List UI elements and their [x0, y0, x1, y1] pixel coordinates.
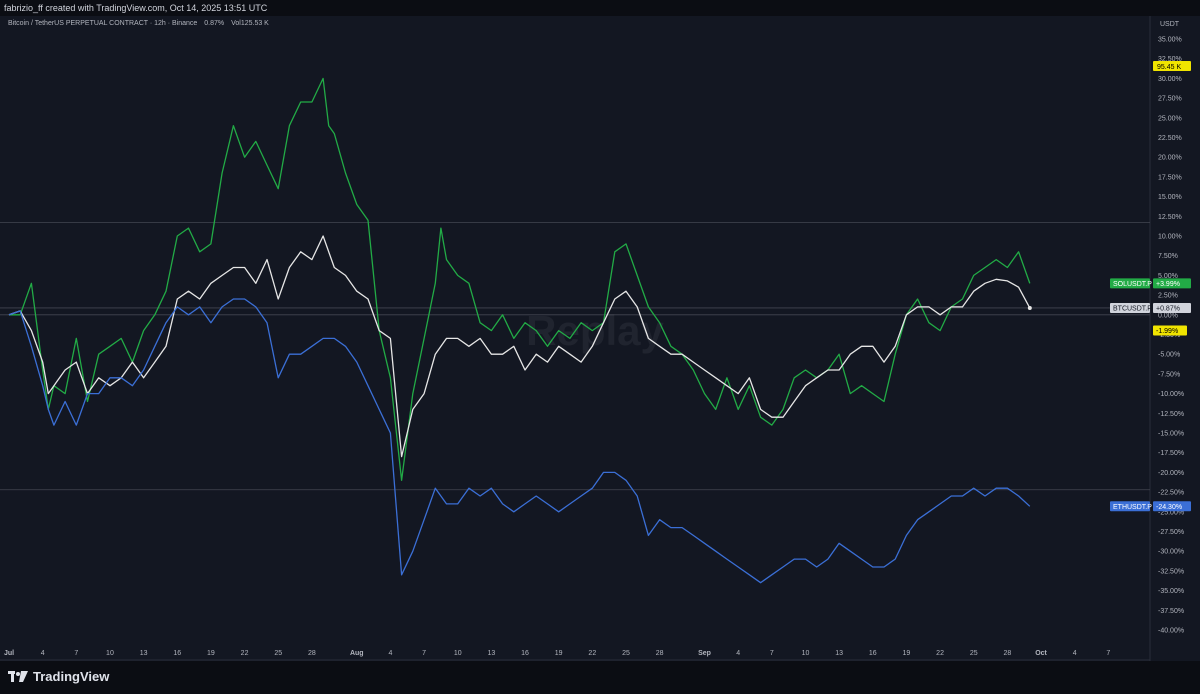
x-tick-label: 4 — [736, 650, 740, 657]
y-tick-label: 12.50% — [1158, 214, 1182, 221]
y-tick-label: -20.00% — [1158, 470, 1184, 477]
x-tick-label: 4 — [1073, 650, 1077, 657]
replay-watermark: Replay — [526, 307, 664, 354]
x-tick-label: 4 — [388, 650, 392, 657]
currency-label: USDT — [1160, 21, 1180, 28]
y-tick-label: -37.50% — [1158, 608, 1184, 615]
y-tick-label: -25.00% — [1158, 509, 1184, 516]
series-value-tag — [1153, 302, 1191, 313]
series-value-label: -24.30% — [1156, 504, 1182, 511]
series-name-label: SOLUSDT.P — [1113, 281, 1152, 288]
series-name-label: BTCUSDT.P — [1113, 305, 1152, 312]
y-tick-label: -5.00% — [1158, 352, 1180, 359]
x-tick-label: 4 — [41, 650, 45, 657]
y-tick-label: -30.00% — [1158, 549, 1184, 556]
series-name-tag — [1110, 501, 1150, 512]
x-tick-label: 19 — [903, 650, 911, 657]
x-tick-label: 7 — [74, 650, 78, 657]
y-tick-label: -17.50% — [1158, 450, 1184, 457]
symbol-name: Bitcoin / TetherUS PERPETUAL CONTRACT · … — [8, 20, 198, 27]
y-tick-label: 17.50% — [1158, 174, 1182, 181]
series-value-label: +0.87% — [1156, 305, 1180, 312]
series-value-label: +3.99% — [1156, 281, 1180, 288]
extra-value-label: -1.99% — [1156, 328, 1178, 335]
x-tick-label: 16 — [869, 650, 877, 657]
x-tick-label: 22 — [241, 650, 249, 657]
btc-last-point — [1027, 305, 1032, 310]
y-tick-label: 10.00% — [1158, 234, 1182, 241]
top-bar — [0, 0, 1200, 16]
y-tick-label: 15.00% — [1158, 194, 1182, 201]
extra-value-tag — [1153, 325, 1187, 336]
chart-caption: fabrizio_ff created with TradingView.com… — [4, 3, 268, 13]
x-tick-label: 13 — [835, 650, 843, 657]
y-tick-label: 30.00% — [1158, 76, 1182, 83]
y-tick-label: 5.00% — [1158, 273, 1178, 280]
y-tick-label: -32.50% — [1158, 568, 1184, 575]
y-tick-label: 22.50% — [1158, 135, 1182, 142]
y-tick-label: 7.50% — [1158, 253, 1178, 260]
x-tick-label: Oct — [1035, 650, 1047, 657]
y-tick-label: 32.50% — [1158, 56, 1182, 63]
x-tick-label: 13 — [487, 650, 495, 657]
footer-bar — [0, 661, 1200, 694]
tradingview-logo[interactable]: TradingView — [8, 669, 109, 684]
x-tick-label: Aug — [350, 650, 364, 657]
x-tick-label: 28 — [308, 650, 316, 657]
x-tick-label: Jul — [4, 650, 14, 657]
y-tick-label: 2.50% — [1158, 293, 1178, 300]
y-tick-label: 27.50% — [1158, 96, 1182, 103]
y-tick-label: -27.50% — [1158, 529, 1184, 536]
series-line-solusdt-p[interactable] — [9, 77, 1031, 481]
symbol-change: 0.87% — [204, 20, 225, 27]
y-tick-label: 0.00% — [1158, 312, 1178, 319]
symbol-volume: Vol125.53 K — [231, 20, 269, 27]
x-tick-label: Sep — [698, 650, 711, 657]
y-tick-label: -10.00% — [1158, 391, 1184, 398]
x-tick-label: 19 — [207, 650, 215, 657]
x-tick-label: 25 — [970, 650, 978, 657]
series-line-btcusdt-p[interactable] — [8, 235, 1031, 458]
series-line-ethusdt-p[interactable] — [8, 298, 1031, 584]
x-tick-label: 16 — [173, 650, 181, 657]
x-tick-label: 16 — [521, 650, 529, 657]
x-tick-label: 25 — [622, 650, 630, 657]
x-tick-label: 10 — [106, 650, 114, 657]
y-tick-label: 20.00% — [1158, 155, 1182, 162]
y-tick-label: -15.00% — [1158, 431, 1184, 438]
y-tick-label: -12.50% — [1158, 411, 1184, 418]
y-tick-label: -22.50% — [1158, 490, 1184, 497]
tradingview-brand: TradingView — [33, 669, 110, 684]
series-value-tag — [1153, 501, 1191, 512]
last-price-value: 95.45 K — [1157, 64, 1181, 71]
symbol-legend[interactable]: Bitcoin / TetherUS PERPETUAL CONTRACT · … — [8, 20, 269, 27]
series-name-label: ETHUSDT.P — [1113, 504, 1152, 511]
x-tick-label: 22 — [588, 650, 596, 657]
chart-area[interactable] — [0, 16, 1200, 661]
x-tick-label: 7 — [422, 650, 426, 657]
y-tick-label: -40.00% — [1158, 628, 1184, 635]
x-tick-label: 28 — [656, 650, 664, 657]
series-value-tag — [1153, 278, 1191, 289]
last-price-tag — [1153, 61, 1191, 71]
x-tick-label: 13 — [140, 650, 148, 657]
y-tick-label: -35.00% — [1158, 588, 1184, 595]
x-tick-label: 7 — [770, 650, 774, 657]
y-tick-label: -2.50% — [1158, 332, 1180, 339]
y-tick-label: -7.50% — [1158, 371, 1180, 378]
x-tick-label: 25 — [274, 650, 282, 657]
x-tick-label: 19 — [555, 650, 563, 657]
x-tick-label: 28 — [1003, 650, 1011, 657]
tradingview-icon — [8, 670, 28, 682]
y-tick-label: 35.00% — [1158, 37, 1182, 44]
series-name-tag — [1110, 278, 1150, 289]
x-tick-label: 10 — [802, 650, 810, 657]
series-name-tag — [1110, 302, 1150, 313]
y-tick-label: 25.00% — [1158, 115, 1182, 122]
x-tick-label: 10 — [454, 650, 462, 657]
x-tick-label: 22 — [936, 650, 944, 657]
x-tick-label: 7 — [1106, 650, 1110, 657]
